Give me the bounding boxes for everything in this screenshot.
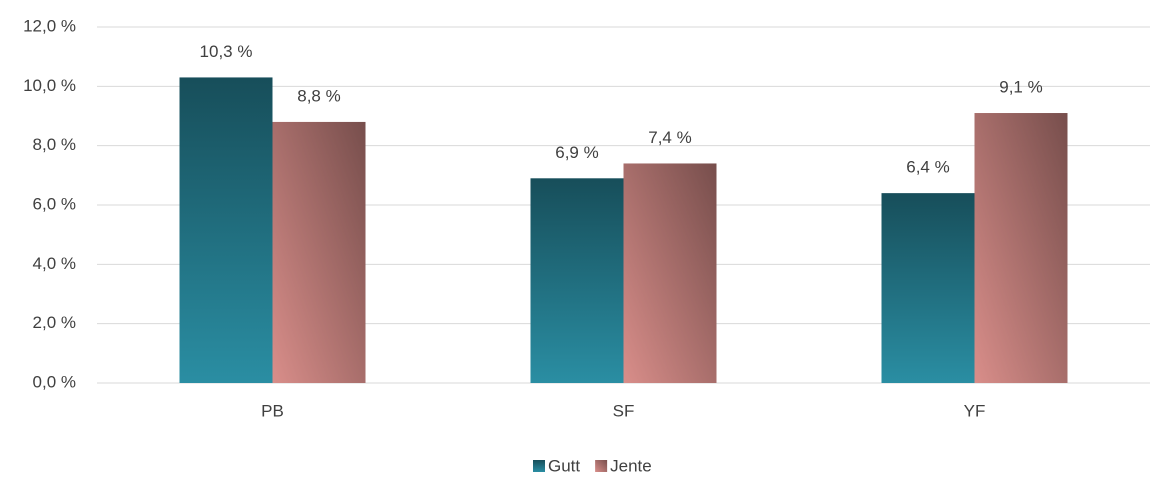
value-label: 9,1 % (999, 78, 1042, 97)
bar (272, 121, 366, 383)
bar (530, 178, 624, 383)
legend-label: Gutt (548, 456, 580, 475)
legend-label: Jente (610, 456, 652, 475)
y-tick-label: 8,0 % (33, 135, 76, 154)
y-tick-label: 6,0 % (33, 194, 76, 213)
value-label: 7,4 % (648, 128, 691, 147)
bar (179, 77, 273, 383)
y-tick-label: 2,0 % (33, 313, 76, 332)
value-label: 6,9 % (555, 143, 598, 162)
legend-swatch (533, 460, 545, 472)
y-tick-label: 0,0 % (33, 372, 76, 391)
legend-swatch (595, 460, 608, 472)
value-label: 8,8 % (297, 86, 340, 105)
value-label: 10,3 % (200, 42, 253, 61)
value-label: 6,4 % (906, 158, 949, 177)
bar (881, 193, 975, 383)
bar (974, 113, 1068, 384)
y-tick-label: 12,0 % (23, 16, 76, 35)
bar (623, 163, 717, 383)
y-tick-label: 10,0 % (23, 76, 76, 95)
y-tick-label: 4,0 % (33, 254, 76, 273)
x-tick-label: SF (613, 401, 635, 420)
x-tick-label: YF (964, 401, 986, 420)
x-tick-label: PB (261, 401, 284, 420)
